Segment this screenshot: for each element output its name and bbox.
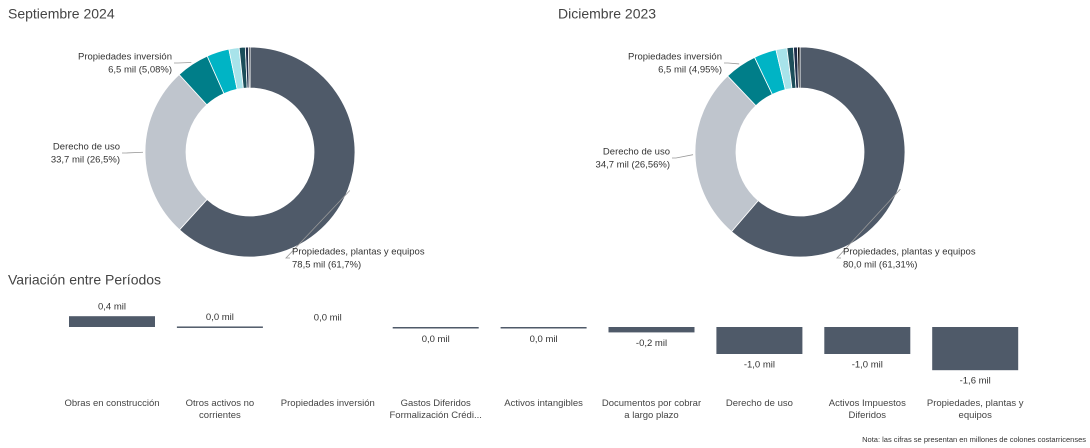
donut-segment [797, 46, 801, 89]
bar-value-label: -0,2 mil [636, 338, 667, 349]
x-tick-label: Derecho de uso [725, 398, 793, 409]
bar-value-label: -1,0 mil [744, 360, 775, 371]
segment-label: Propiedades inversión [628, 52, 722, 63]
chart-title: Diciembre 2023 [558, 6, 656, 22]
segment-value: 6,5 mil (4,95%) [658, 65, 722, 76]
x-tick-label: Propiedades, plantas y equipos [926, 398, 1024, 421]
segment-value: 6,5 mil (5,08%) [108, 65, 172, 76]
donut-segment [694, 75, 759, 233]
segment-label: Propiedades, plantas y equipos [843, 247, 976, 258]
segment-value: 34,7 mil (26,56%) [596, 160, 670, 171]
bar [824, 327, 911, 354]
segment-label: Derecho de uso [603, 147, 670, 158]
bar-value-label: 0,0 mil [206, 312, 234, 323]
x-tick-label: Propiedades inversión [280, 398, 375, 409]
bar [716, 327, 803, 354]
x-tick-label: Activos intangibles [504, 398, 583, 409]
bar-value-label: 0,4 mil [98, 302, 126, 313]
bar-value-label: 0,0 mil [530, 334, 558, 345]
bar [932, 327, 1019, 371]
x-tick-label: Obras en construcción [64, 398, 160, 409]
chart-title: Variación entre Períodos [8, 272, 161, 288]
note: Nota: las cifras se presentan en millone… [862, 435, 1086, 444]
bar-value-label: 0,0 mil [422, 334, 450, 345]
donut-segment [178, 46, 356, 258]
bar [608, 327, 695, 333]
segment-value: 80,0 mil (61,31%) [843, 260, 917, 271]
donut-segment [144, 73, 208, 231]
leader-line [672, 154, 694, 159]
leader-line [285, 190, 351, 259]
bar [69, 316, 155, 327]
x-tick-label: Activos Impuestos Diferidos [828, 398, 906, 421]
x-tick-label: Documentos por cobrar a largo plazo [601, 398, 702, 421]
donut-segment [248, 46, 251, 89]
donut-segment [730, 46, 906, 258]
leader-line [836, 188, 901, 259]
segment-label: Propiedades inversión [78, 52, 172, 63]
segment-label: Derecho de uso [53, 142, 120, 153]
bar [500, 327, 587, 329]
segment-value: 33,7 mil (26,5%) [51, 155, 120, 166]
bar [176, 326, 263, 328]
bar-value-label: 0,0 mil [314, 313, 342, 324]
chart-title: Septiembre 2024 [8, 6, 115, 22]
leader-line [122, 151, 144, 154]
bar-value-label: -1,0 mil [852, 360, 883, 371]
bar-value-label: -1,6 mil [960, 376, 991, 387]
x-tick-label: Gastos Diferidos Formalización Crédi... [389, 398, 482, 421]
segment-value: 78,5 mil (61,7%) [292, 260, 361, 271]
segment-label: Propiedades, plantas y equipos [292, 247, 425, 258]
x-tick-label: Otros activos no corrientes [185, 398, 255, 421]
bar [392, 327, 479, 329]
leader-line [724, 62, 740, 65]
